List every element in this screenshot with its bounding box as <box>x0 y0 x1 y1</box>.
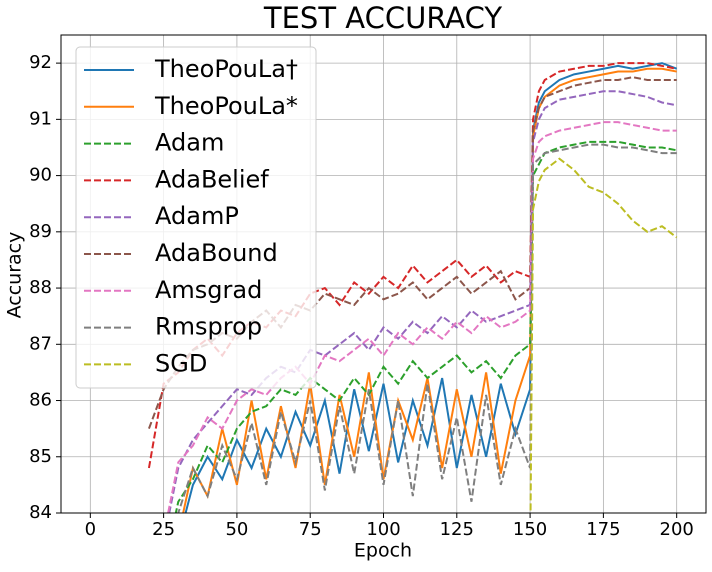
plot-frame <box>60 34 707 514</box>
series-line <box>167 121 677 513</box>
y-axis-label: Accuracy <box>4 232 26 319</box>
legend-label: AdamP <box>155 202 239 230</box>
y-tick-label: 89 <box>29 221 52 242</box>
x-tick-label: 150 <box>513 519 547 540</box>
series-line <box>174 140 677 513</box>
x-tick-label: 100 <box>366 519 400 540</box>
series-line <box>168 90 677 513</box>
legend-label: Rmsprop <box>155 313 262 341</box>
legend-label: Adam <box>155 129 224 157</box>
legend-label: TheoPouLa* <box>154 92 298 120</box>
legend-label: Amsgrad <box>155 276 262 304</box>
x-tick-label: 0 <box>85 519 96 540</box>
y-tick-label: 88 <box>29 277 52 298</box>
chart-title: TEST ACCURACY <box>263 1 502 35</box>
series-line <box>184 62 678 513</box>
legend-box <box>75 46 317 389</box>
x-tick-label: 75 <box>299 519 322 540</box>
series-line <box>529 157 678 513</box>
y-tick-label: 90 <box>29 165 52 186</box>
x-tick-label: 125 <box>440 519 474 540</box>
legend-label: AdaBelief <box>155 165 269 193</box>
legend-label: AdaBound <box>155 239 278 267</box>
legend-label: TheoPouLa† <box>154 55 298 83</box>
x-tick-label: 50 <box>225 519 248 540</box>
x-tick-label: 25 <box>152 519 175 540</box>
series-line <box>177 143 677 513</box>
legend-label: SGD <box>155 349 207 377</box>
x-tick-label: 200 <box>660 519 694 540</box>
x-axis-label: Epoch <box>354 540 412 562</box>
y-tick-label: 86 <box>29 390 52 411</box>
y-tick-label: 87 <box>29 333 52 354</box>
x-tick-label: 175 <box>586 519 620 540</box>
y-tick-label: 84 <box>29 502 52 523</box>
y-tick-label: 92 <box>29 52 52 73</box>
y-tick-label: 85 <box>29 446 52 467</box>
y-tick-label: 91 <box>29 108 52 129</box>
